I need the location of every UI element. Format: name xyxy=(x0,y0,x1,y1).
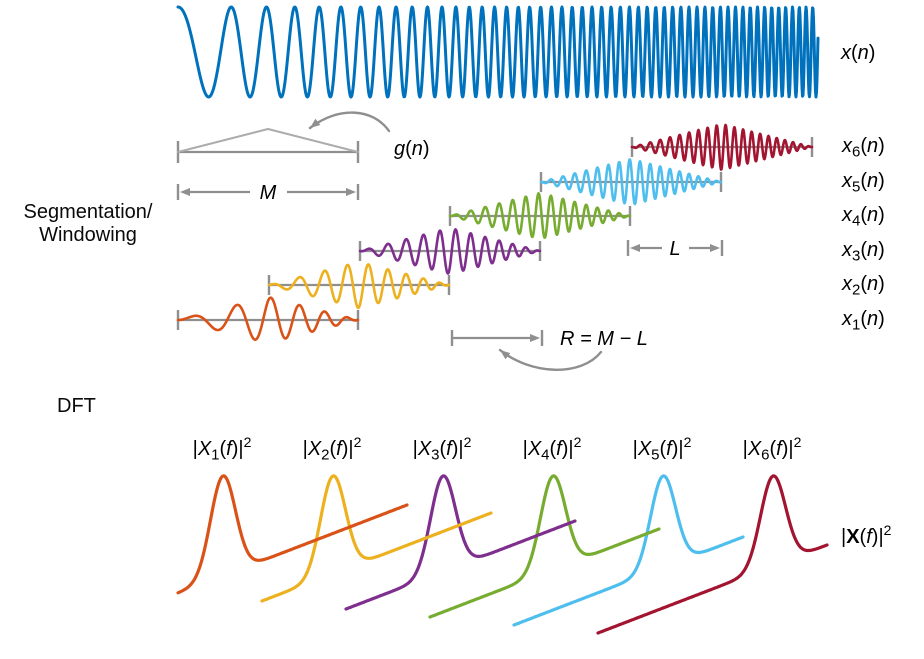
measure-R-arrowhead xyxy=(530,334,540,342)
window-length-label: M xyxy=(260,182,277,204)
sum-spectrum-label: |X(f)|2 xyxy=(841,522,892,548)
curved-arrow-1 xyxy=(308,111,391,133)
segment-label-x6: x6(n) xyxy=(841,135,885,161)
spectrum-label-5: |X5(f)|2 xyxy=(633,434,692,464)
segment-wave-x6 xyxy=(630,123,814,171)
measure-M-left-arrowhead xyxy=(180,188,190,196)
measure-M-right-arrowhead xyxy=(346,188,356,196)
spectrum-label-6: |X6(f)|2 xyxy=(743,434,802,464)
spectrum-label-1: |X1(f)|2 xyxy=(193,434,252,464)
spectrum-curve-3 xyxy=(344,474,577,611)
spectrum-label-4: |X4(f)|2 xyxy=(523,434,582,464)
segment-wave-x1 xyxy=(176,296,360,342)
segment-label-x2: x2(n) xyxy=(841,273,885,299)
curved-arrow-head-1 xyxy=(310,118,321,128)
segment-label-x1: x1(n) xyxy=(841,308,885,334)
spectrum-curve-6 xyxy=(596,474,829,635)
window-function-label: g(n) xyxy=(394,138,430,160)
overlap-length-label: L xyxy=(669,238,680,260)
stage-segmentation-label-line2: Windowing xyxy=(39,224,137,246)
segment-label-x4: x4(n) xyxy=(841,204,885,230)
segment-label-x5: x5(n) xyxy=(841,170,885,196)
stage-segmentation-label-line1: Segmentation/ xyxy=(24,201,153,223)
hop-size-label: R = M − L xyxy=(560,328,648,350)
signal-chirp-wave xyxy=(176,5,820,99)
segment-wave-x2 xyxy=(267,263,451,310)
diagram-graphics xyxy=(176,5,829,635)
measure-L-right-arrowhead xyxy=(710,244,720,252)
spectrum-curve-2 xyxy=(260,474,493,603)
measure-L-left-arrowhead xyxy=(630,244,640,252)
curved-arrow-head-2 xyxy=(500,350,511,360)
curved-arrow-2 xyxy=(498,348,603,371)
spectrum-curve-1 xyxy=(176,474,409,595)
segment-wave-x5 xyxy=(539,158,723,206)
signal-label: x(n) xyxy=(840,42,875,64)
segment-wave-x3 xyxy=(358,228,542,275)
spectrum-curve-4 xyxy=(428,474,661,619)
window-triangle xyxy=(177,128,359,153)
spectrum-label-2: |X2(f)|2 xyxy=(303,434,362,464)
segment-wave-x4 xyxy=(448,192,632,239)
stage-dft-label: DFT xyxy=(57,395,96,417)
segment-label-x3: x3(n) xyxy=(841,239,885,265)
spectrum-curve-5 xyxy=(512,474,745,627)
spectrum-label-3: |X3(f)|2 xyxy=(413,434,472,464)
